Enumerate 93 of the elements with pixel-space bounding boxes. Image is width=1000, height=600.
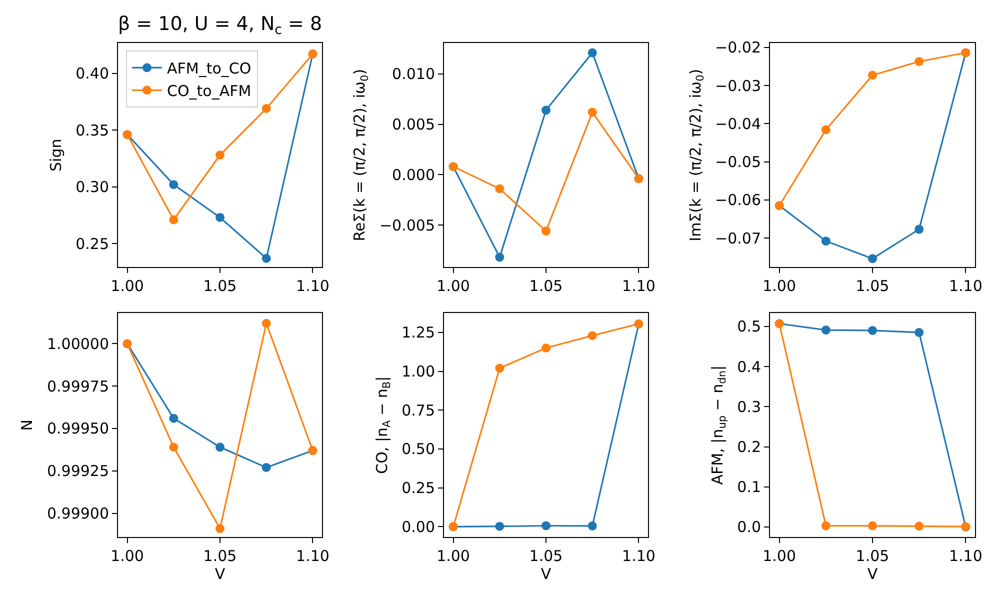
point (821, 125, 830, 134)
point (542, 226, 550, 236)
y-tick-label: 0.000 (392, 166, 435, 184)
point (542, 521, 550, 530)
x-tick-label: 1.00 (436, 547, 470, 565)
x-tick-label: 1.10 (948, 547, 982, 565)
point (914, 57, 924, 66)
y-tick-label: −0.06 (715, 191, 761, 210)
x-tick-label: 1.00 (436, 277, 470, 295)
x-tick-label: 1.00 (110, 547, 144, 565)
point (588, 108, 597, 117)
point (868, 521, 877, 530)
x-tick-label: 1.10 (622, 277, 656, 295)
y-tick-label: 0.99975 (46, 377, 109, 396)
x-tick-label: 1.05 (856, 547, 890, 565)
point (262, 104, 271, 113)
x-axis-title: V (214, 565, 226, 583)
point (216, 524, 224, 534)
y-tick-label: −0.02 (715, 38, 761, 57)
point (868, 254, 877, 264)
point (495, 364, 504, 373)
y-tick-label: 0.75 (402, 401, 435, 420)
y-tick-label: 0.50 (402, 440, 435, 458)
y-tick-label: −0.03 (715, 76, 761, 95)
point (588, 331, 597, 340)
y-tick-label: −0.05 (715, 153, 761, 172)
y-tick-label: 0.30 (76, 178, 109, 196)
y-tick-label: 0.1 (737, 478, 761, 496)
y-tick-label: 0.99925 (46, 462, 109, 480)
y-tick-label: −0.005 (379, 216, 435, 234)
x-tick-label: 1.10 (296, 547, 330, 565)
y-axis-title: Sign (46, 138, 65, 172)
legend-label: CO_to_AFM (167, 82, 252, 100)
point (868, 326, 877, 335)
point (542, 106, 550, 115)
y-tick-label: 1.00 (402, 362, 435, 381)
y-tick-label: −0.07 (715, 229, 761, 248)
y-tick-label: 0.5 (737, 318, 761, 336)
x-axis-title: V (867, 565, 878, 583)
point (169, 442, 178, 452)
point (542, 344, 550, 352)
point (495, 522, 504, 531)
y-tick-label: 0.25 (402, 479, 435, 498)
point (216, 150, 224, 160)
y-tick-label: 0.4 (737, 358, 761, 376)
y-tick-label: 0.005 (392, 116, 435, 134)
point (914, 224, 924, 234)
y-tick-label: 0.99900 (46, 504, 109, 523)
point (169, 215, 178, 224)
y-tick-label: 1.00000 (46, 334, 109, 353)
point (169, 180, 178, 190)
y-tick-label: 0.99950 (46, 420, 109, 438)
x-tick-label: 1.05 (856, 277, 890, 295)
point (821, 236, 830, 246)
y-axis-title: N (18, 419, 36, 431)
y-tick-label: 0.35 (76, 121, 109, 140)
point (821, 521, 830, 530)
x-tick-label: 1.05 (203, 277, 237, 295)
x-tick-label: 1.10 (296, 277, 330, 295)
point (914, 522, 924, 531)
y-tick-label: 0.00 (402, 518, 435, 536)
x-tick-label: 1.00 (762, 547, 796, 565)
point (216, 442, 224, 452)
point (821, 326, 830, 335)
x-tick-label: 1.10 (948, 277, 982, 295)
x-tick-label: 1.05 (203, 547, 237, 565)
y-tick-label: 0.25 (76, 234, 109, 253)
point (588, 48, 597, 58)
point (262, 462, 271, 472)
point (868, 70, 877, 80)
chart-title: β = 10, U = 4, N$_{c}$ = 8 (118, 13, 322, 38)
y-tick-label: 0.40 (76, 64, 109, 83)
x-tick-label: 1.00 (762, 277, 796, 295)
point (262, 318, 271, 328)
point (216, 212, 224, 222)
y-tick-label: 0.0 (737, 518, 761, 536)
y-tick-label: 1.25 (402, 324, 435, 342)
x-tick-label: 1.05 (529, 547, 563, 565)
y-tick-label: 0.3 (737, 398, 761, 416)
point (495, 252, 504, 262)
x-tick-label: 1.00 (110, 277, 144, 295)
x-axis-title: V (540, 565, 552, 583)
y-tick-label: 0.010 (392, 65, 435, 84)
point (262, 254, 271, 263)
x-tick-label: 1.10 (622, 547, 656, 565)
x-tick-label: 1.05 (529, 277, 563, 295)
point (914, 328, 924, 337)
point (495, 184, 504, 194)
y-tick-label: −0.04 (715, 114, 761, 133)
y-tick-label: 0.2 (737, 438, 761, 456)
legend-label: AFM_to_CO (167, 60, 252, 78)
point (588, 521, 597, 530)
point (169, 414, 178, 423)
